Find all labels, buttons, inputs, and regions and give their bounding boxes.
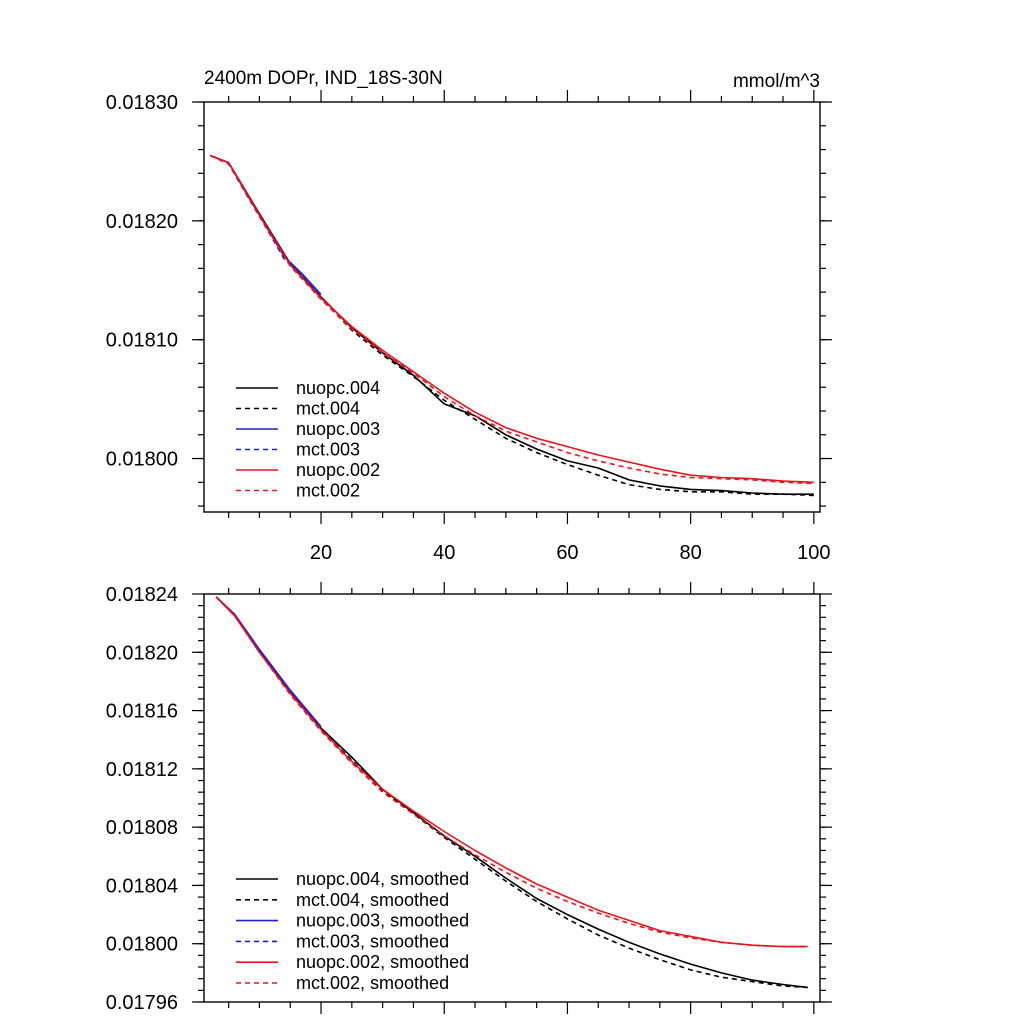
bottom-axis-ticks: 0.01796 0.01800 0.01804 0.01808 0.01812 0.018… (106, 582, 832, 1014)
bottom-plot-frame (203, 593, 821, 1003)
legend-label: nuopc.002, smoothed (296, 952, 469, 972)
bottom-panel: 0.01796 0.01800 0.01804 0.01808 0.01812 0.018… (106, 582, 832, 1014)
y-tick-label: 0.01816 (106, 701, 178, 723)
series-line-mct-003-smoothed (215, 596, 322, 729)
series-line-mct-002 (209, 154, 814, 485)
legend-label: mct.003 (296, 440, 360, 460)
top-plot-frame (203, 101, 821, 513)
legend-label: nuopc.004 (296, 378, 380, 398)
y-tick-label: 0.01820 (106, 211, 178, 233)
y-tick-label: 0.01830 (106, 92, 178, 114)
legend-label: nuopc.002 (296, 460, 380, 480)
legend-label: nuopc.003, smoothed (296, 911, 469, 931)
y-tick-label: 0.01812 (106, 759, 178, 781)
y-tick-label: 0.01820 (106, 642, 178, 664)
x-tick-label: 40 (433, 542, 455, 564)
legend-label: mct.003, smoothed (296, 931, 449, 951)
y-tick-label: 0.01824 (106, 584, 178, 606)
series-line-nuopc-002 (209, 154, 814, 484)
top-legend: nuopc.004mct.004nuopc.003mct.003nuopc.00… (236, 378, 380, 501)
bottom-series-lines (215, 596, 808, 989)
x-tick-label: 20 (310, 542, 332, 564)
legend-label: mct.004, smoothed (296, 890, 449, 910)
series-line-mct-002-smoothed (215, 596, 808, 948)
y-tick-label: 0.01800 (106, 449, 178, 471)
y-tick-label: 0.01808 (106, 817, 178, 839)
y-tick-label: 0.01810 (106, 330, 178, 352)
top-panel: 2400m DOPr, IND_18S-30N mmol/m^3 0.01800… (106, 68, 832, 564)
legend-label: mct.002, smoothed (296, 973, 449, 993)
legend-label: nuopc.004, smoothed (296, 869, 469, 889)
legend-label: mct.002 (296, 481, 360, 501)
legend-label: nuopc.003 (296, 419, 380, 439)
x-tick-label: 60 (556, 542, 578, 564)
y-tick-label: 0.01800 (106, 934, 178, 956)
top-chart-title: 2400m DOPr, IND_18S-30N (204, 68, 443, 89)
top-axis-ticks: 0.01800 0.01810 0.01820 0.01830 20 40 60 80 100 (106, 90, 832, 564)
y-tick-label: 0.01796 (106, 992, 178, 1014)
top-chart-units: mmol/m^3 (733, 71, 820, 92)
legend-label: mct.004 (296, 399, 360, 419)
top-series-lines (209, 154, 814, 497)
y-tick-label: 0.01804 (106, 875, 178, 897)
x-tick-label: 100 (797, 542, 830, 564)
x-tick-label: 80 (680, 542, 702, 564)
